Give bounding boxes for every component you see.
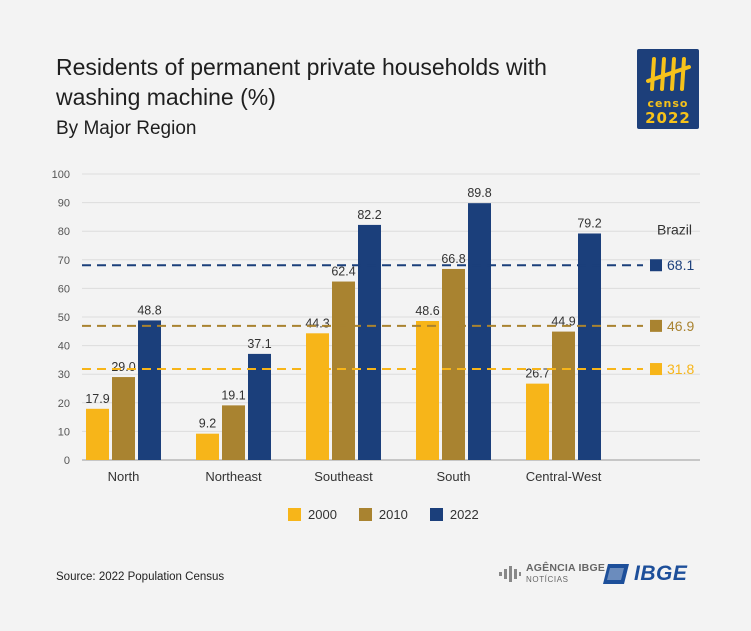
bar-chart: 0 10 20 30 40 50 60 70 80 90 100 17.9 29.0 48.8 North 9… [52, 169, 700, 484]
data-label: 66.8 [441, 252, 465, 266]
data-label: 48.8 [137, 303, 161, 317]
bar-2022-southeast [358, 224, 381, 460]
y-tick-label: 50 [58, 312, 70, 324]
ibge-label: IBGE [634, 562, 688, 585]
y-tick-label: 0 [64, 455, 70, 467]
bar-2010-central-west [552, 331, 575, 460]
y-tick-label: 20 [58, 398, 70, 410]
y-tick-label: 40 [58, 341, 70, 353]
legend-label-2000: 2000 [308, 506, 337, 522]
reference-marker-2010 [650, 319, 662, 332]
ibge-logo: IBGE [602, 561, 687, 587]
data-label: 44.3 [305, 316, 329, 330]
censo-2022-logo: censo 2022 [637, 49, 699, 129]
bar-2022-south [468, 203, 491, 460]
y-tick-label: 70 [58, 255, 70, 267]
data-label: 48.6 [415, 304, 439, 318]
legend-item-2000: 2000 [288, 507, 337, 522]
y-tick-label: 90 [58, 198, 70, 210]
bar-2000-south [416, 321, 439, 460]
data-label: 89.8 [467, 186, 491, 200]
y-tick-label: 80 [58, 226, 70, 238]
reference-value-2010: 46.9 [667, 318, 694, 334]
noticias-label: NOTÍCIAS [526, 575, 569, 584]
bar-2000-northeast [196, 433, 219, 460]
data-label: 19.1 [221, 388, 245, 402]
data-label: 82.2 [357, 208, 381, 222]
bar-2010-south [442, 268, 465, 460]
x-tick-label: South [437, 469, 471, 484]
bar-2010-north [112, 377, 135, 460]
data-label: 62.4 [331, 265, 355, 279]
y-tick-label: 30 [58, 369, 70, 381]
legend-label-2010: 2010 [378, 506, 408, 522]
bar-2010-southeast [332, 281, 355, 460]
data-label: 9.2 [199, 417, 216, 431]
y-tick-label: 10 [58, 426, 70, 438]
bar-2010-northeast [222, 405, 245, 460]
bar-2022-northeast [248, 353, 271, 460]
data-label: 26.7 [525, 367, 549, 381]
y-tick-label: 100 [52, 169, 70, 181]
chart-legend: 2000 2010 2022 [288, 505, 501, 523]
legend-item-2010: 2010 [358, 506, 408, 522]
bar-2000-central-west [526, 383, 549, 460]
legend-label-2022: 2022 [449, 506, 479, 522]
reference-marker-2000 [650, 363, 662, 376]
reference-marker-2022 [650, 259, 662, 272]
reference-value-2022: 68.1 [667, 257, 694, 273]
agencia-ibge-logo: AGÊNCIA IBGE NOTÍCIAS [498, 561, 605, 587]
data-label: 37.1 [247, 337, 271, 351]
x-tick-label: Southeast [314, 469, 373, 484]
x-tick-label: Central-West [526, 469, 602, 484]
x-tick-label: Northeast [205, 469, 262, 484]
chart-subtitle: By Major Region [56, 118, 197, 139]
y-tick-label: 60 [58, 283, 70, 295]
legend-swatch-2000 [288, 507, 301, 521]
bar-2022-central-west [578, 233, 601, 460]
legend-item-2022: 2022 [429, 506, 479, 522]
tally-marks-icon [646, 57, 691, 91]
logo-year: 2022 [645, 109, 691, 127]
data-label: 29.0 [111, 360, 135, 374]
ibge-emblem-icon [603, 564, 629, 584]
bar-2000-southeast [306, 333, 329, 460]
x-tick-label: North [108, 469, 140, 484]
reference-value-2000: 31.8 [667, 361, 694, 377]
reference-title: Brazil [657, 222, 692, 238]
logo-word: censo [647, 97, 689, 110]
bar-2022-north [138, 320, 161, 460]
agencia-label: AGÊNCIA IBGE [526, 562, 606, 574]
source-note: Source: 2022 Population Census [56, 571, 225, 583]
chart-title: Residents of permanent private household… [56, 54, 547, 110]
legend-swatch-2010 [358, 507, 372, 521]
bar-2000-north [86, 408, 109, 460]
legend-swatch-2022 [429, 507, 443, 521]
data-label: 79.2 [577, 216, 601, 230]
signal-bars-icon [499, 566, 521, 582]
data-label: 17.9 [85, 392, 109, 406]
